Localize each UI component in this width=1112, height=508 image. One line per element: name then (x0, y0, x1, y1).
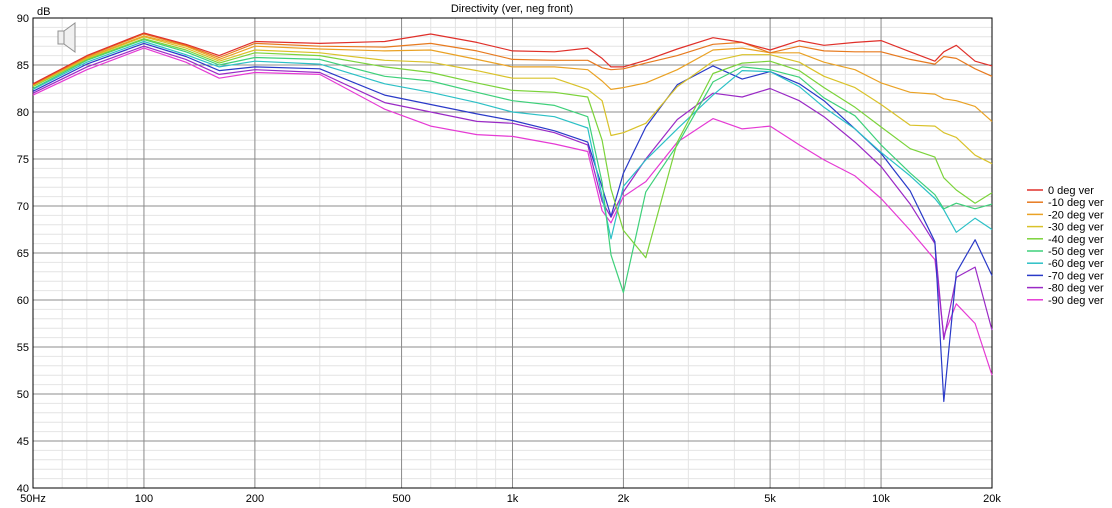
series-line (32, 42, 993, 403)
series-line (32, 32, 993, 85)
series-layer (32, 32, 993, 403)
y-tick-label: 40 (17, 483, 29, 495)
legend-entry: -30 deg ver (1048, 222, 1104, 234)
x-tick-label: 50Hz (20, 493, 46, 505)
x-tick-labels: 50Hz 100 200 500 1k 2k 5k 10k 20k (20, 493, 1001, 505)
series-line (32, 33, 993, 86)
y-axis-label: dB (37, 6, 50, 18)
legend: 0 deg ver-10 deg ver-20 deg ver-30 deg v… (1027, 185, 1104, 307)
y-tick-label: 90 (17, 13, 29, 25)
x-tick-label: 200 (246, 493, 264, 505)
series-line (32, 47, 993, 376)
y-tick-label: 60 (17, 295, 29, 307)
y-tick-label: 65 (17, 248, 29, 260)
x-tick-label: 2k (618, 493, 630, 505)
legend-entry: -40 deg ver (1048, 234, 1104, 246)
legend-entry: -60 deg ver (1048, 258, 1104, 270)
chart-title: Directivity (ver, neg front) (451, 3, 573, 15)
legend-entry: 0 deg ver (1048, 185, 1094, 197)
series-line (32, 40, 993, 240)
legend-entry: -50 deg ver (1048, 246, 1104, 258)
series-line (32, 35, 993, 122)
x-tick-label: 5k (764, 493, 776, 505)
x-tick-label: 100 (135, 493, 153, 505)
legend-entry: -80 deg ver (1048, 283, 1104, 295)
y-tick-label: 75 (17, 154, 29, 166)
speaker-icon (57, 22, 76, 53)
y-tick-labels: 40 45 50 55 60 65 70 75 80 85 90 (17, 13, 29, 495)
x-tick-label: 1k (507, 493, 519, 505)
series-line (32, 38, 993, 294)
y-tick-label: 45 (17, 436, 29, 448)
series-line (32, 45, 993, 341)
series-line (32, 36, 993, 165)
legend-entry: -70 deg ver (1048, 270, 1104, 282)
x-tick-label: 10k (872, 493, 890, 505)
y-tick-label: 70 (17, 201, 29, 213)
series-line (32, 38, 993, 259)
y-tick-label: 55 (17, 342, 29, 354)
legend-entry: -10 deg ver (1048, 197, 1104, 209)
y-tick-label: 80 (17, 107, 29, 119)
legend-entry: -20 deg ver (1048, 209, 1104, 221)
legend-entry: -90 deg ver (1048, 295, 1104, 307)
y-tick-label: 50 (17, 389, 29, 401)
x-tick-label: 500 (392, 493, 410, 505)
plot-frame (32, 17, 993, 489)
x-tick-label: 20k (983, 493, 1001, 505)
y-tick-label: 85 (17, 60, 29, 72)
